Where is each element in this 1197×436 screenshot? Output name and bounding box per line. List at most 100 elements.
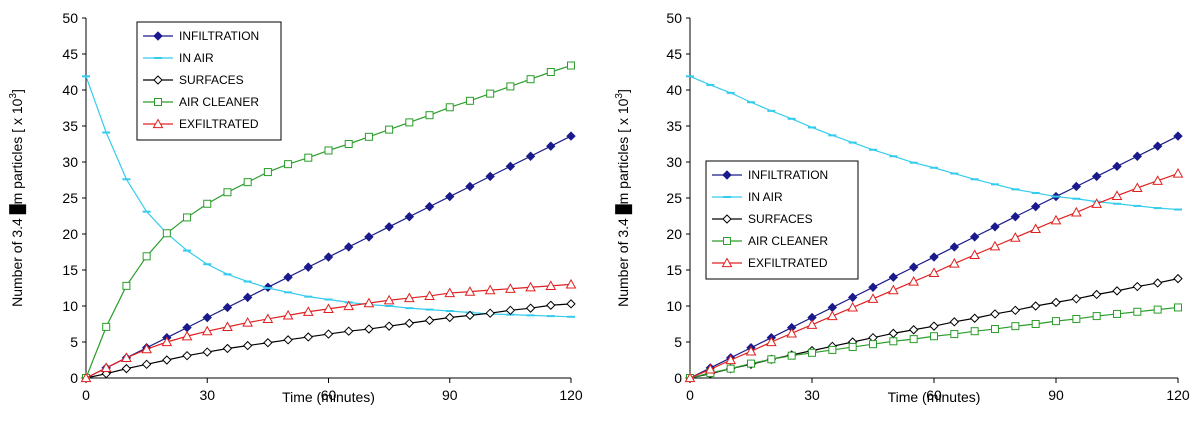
data-point [303,262,313,272]
series-surfaces [81,299,576,383]
data-point [725,354,737,365]
data-point [565,278,577,289]
data-point [505,305,516,316]
data-point [747,359,755,368]
y-tick-label: 50 [666,10,682,26]
data-point [1153,305,1162,314]
data-point [1174,303,1182,312]
legend-label: SURFACES [179,73,244,87]
x-tick-label: 120 [1166,387,1190,403]
x-tick-label: 120 [559,387,583,403]
data-point [222,321,233,331]
data-point [948,257,960,268]
legend-label: INFILTRATION [748,168,828,182]
data-point [1009,232,1021,242]
legend-swatch-marker [153,31,163,41]
y-axis-label-bracket: ] [9,89,25,93]
data-point [282,309,294,320]
data-point [505,283,516,293]
x-tick-label: 0 [82,387,90,403]
data-point [404,212,415,222]
x-tick-label: 60 [321,387,337,403]
data-point [424,290,435,301]
y-axis-label-text: Number of 3.4 █m particles [ x 10 [9,98,27,307]
data-point [546,300,556,310]
data-point [344,242,354,252]
data-point [525,281,536,292]
data-point [847,292,858,303]
data-point [182,350,192,361]
x-tick-label: 60 [926,387,942,403]
legend-item: EXFILTRATED [143,117,259,131]
data-point [242,317,254,327]
data-point [684,372,696,383]
data-point [868,282,878,292]
y-tick-label: 20 [666,226,682,242]
data-point [80,372,92,383]
y-tick-label: 15 [666,262,682,278]
data-point [122,281,131,290]
data-point [1172,167,1184,178]
data-point [867,293,879,303]
data-point [1173,131,1183,141]
data-point [970,327,979,336]
data-point [1031,320,1040,328]
data-point [546,68,555,76]
data-point [484,284,496,295]
data-point [1010,212,1021,222]
legend-swatch-marker [721,257,733,268]
data-point [1030,301,1041,311]
legend-label: AIR CLEANER [179,95,259,109]
data-point [223,188,232,197]
legend-item: IN AIR [712,190,783,204]
data-point [323,329,334,339]
data-point [1051,297,1061,308]
data-point [304,153,313,162]
data-point [1030,201,1041,212]
series-exfiltrated [80,278,577,383]
x-tick-label: 30 [804,387,820,403]
x-axis-label: Time (minutes) [282,389,375,405]
data-point [383,294,395,305]
y-tick-label: 50 [62,10,78,26]
chart-0: 0 5 10 15 20 25 30 35 40 45 50 0 30 60 90 120 Time (minu… [8,10,583,405]
legend-swatch-marker [153,75,163,85]
data-point [465,96,474,105]
data-point [242,292,253,303]
data-point [566,131,576,141]
data-point [928,267,940,277]
data-point [405,118,414,127]
data-point [364,324,374,334]
data-point [786,327,798,338]
data-point [888,272,899,282]
data-point [445,312,455,323]
legend-item: SURFACES [143,73,244,87]
x-tick-label: 30 [199,387,215,403]
data-point [1111,190,1123,200]
data-point [908,325,919,335]
data-point [302,306,314,316]
y-axis-label-exponent: 3 [614,93,625,99]
data-point [847,301,859,312]
data-point [990,222,1000,232]
data-point [283,272,293,282]
legend-item: EXFILTRATED [712,256,828,270]
data-point [826,310,838,321]
data-point [1050,214,1062,225]
x-tick-label: 90 [1048,387,1064,403]
data-point [1173,273,1183,284]
data-point [385,125,394,134]
data-point [525,303,536,313]
y-tick-label: 30 [62,154,78,170]
data-point [908,275,920,286]
data-point [161,336,173,347]
data-point [404,318,415,328]
y-tick-label: 40 [666,82,682,98]
data-point [1071,294,1082,304]
data-point [909,335,918,344]
series-exfiltrated [684,167,1184,383]
data-point [1152,278,1163,288]
data-point [162,355,172,365]
data-point [1011,322,1020,331]
